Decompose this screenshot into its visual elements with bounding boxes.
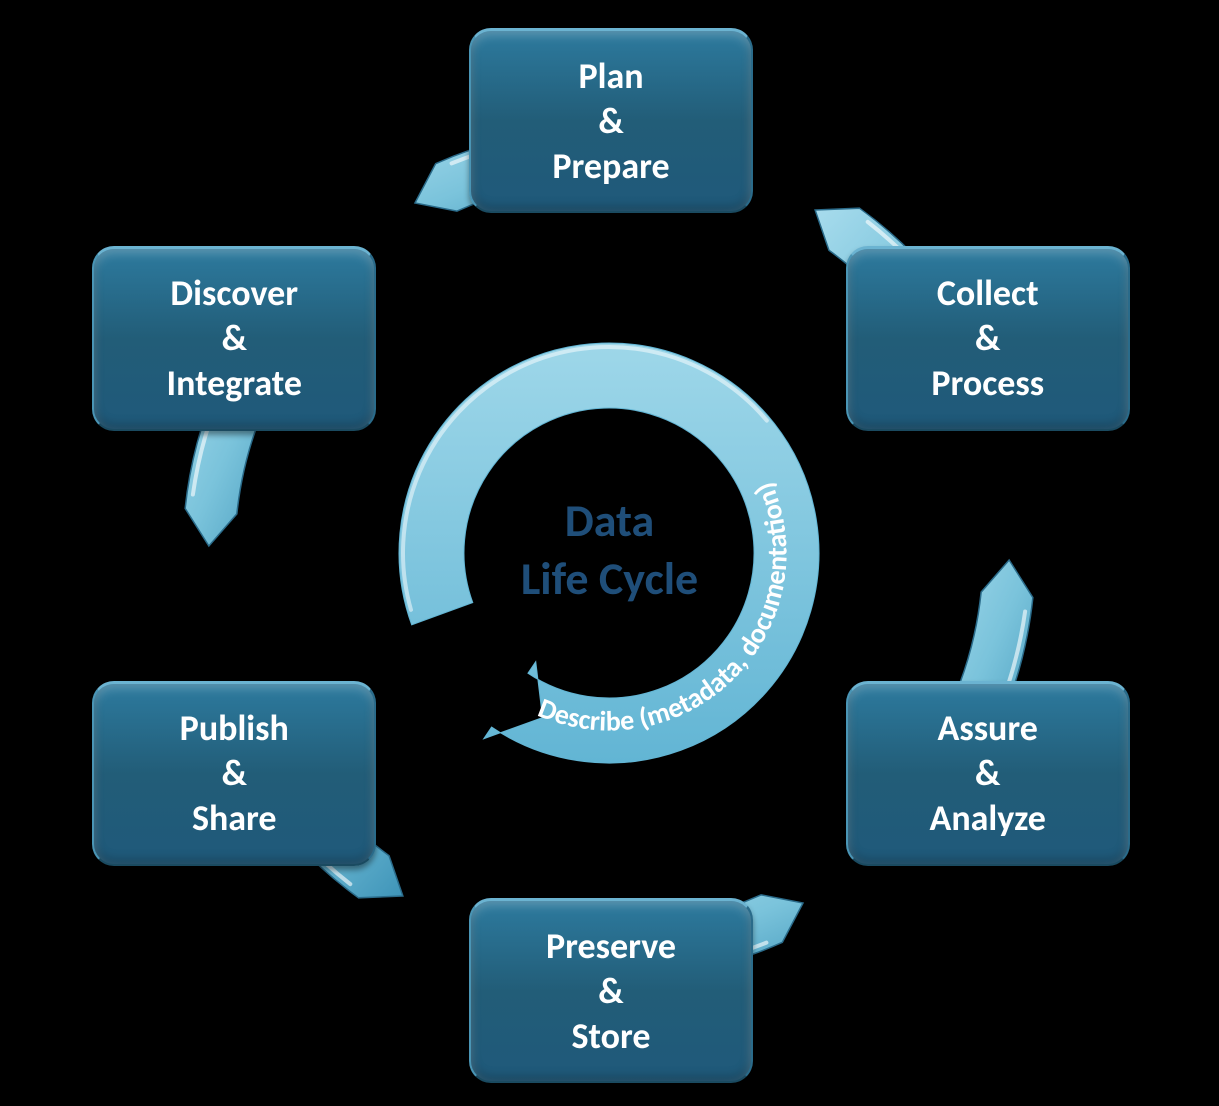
node-label-publish: Publish & Share bbox=[180, 706, 289, 841]
node-label-assure: Assure & Analyze bbox=[930, 706, 1046, 841]
center-title: Data Life Cycle bbox=[0, 493, 1219, 608]
node-discover: Discover & Integrate bbox=[92, 246, 376, 431]
node-preserve: Preserve & Store bbox=[469, 898, 753, 1083]
node-label-preserve: Preserve & Store bbox=[546, 924, 676, 1059]
node-label-plan: Plan & Prepare bbox=[552, 54, 669, 189]
node-collect: Collect & Process bbox=[846, 246, 1130, 431]
node-assure: Assure & Analyze bbox=[846, 681, 1130, 866]
data-life-cycle-diagram: Describe (metadata, documentation) Data … bbox=[0, 0, 1219, 1106]
node-publish: Publish & Share bbox=[92, 681, 376, 866]
node-label-collect: Collect & Process bbox=[931, 271, 1044, 406]
node-plan: Plan & Prepare bbox=[469, 28, 753, 213]
node-label-discover: Discover & Integrate bbox=[167, 271, 302, 406]
